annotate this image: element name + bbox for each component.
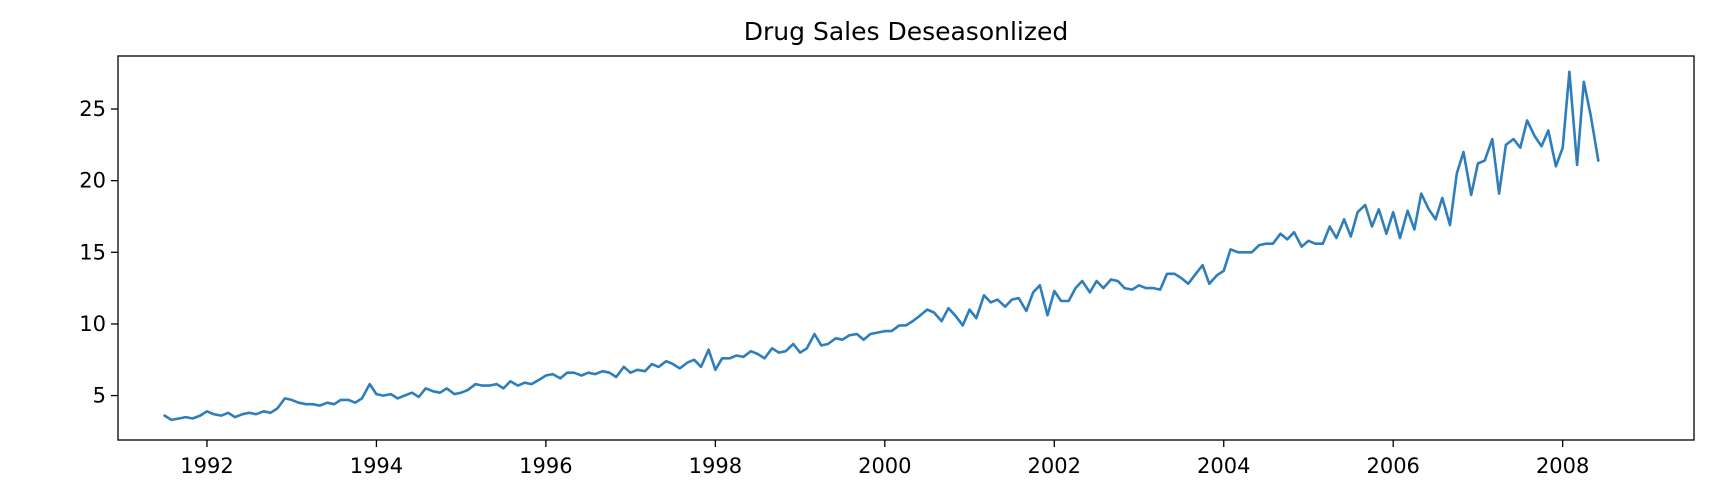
x-tick-label: 1996 (519, 454, 572, 478)
y-tick-label: 25 (79, 97, 106, 121)
plot-frame (117, 55, 1695, 441)
y-axis: 5 10 15 20 25 (79, 97, 118, 408)
x-tick-label: 1992 (180, 454, 233, 478)
x-tick-label: 1994 (350, 454, 403, 478)
y-tick-label: 15 (79, 240, 106, 264)
x-tick-label: 2008 (1536, 454, 1589, 478)
x-tick-label: 1998 (689, 454, 742, 478)
series-line (163, 70, 1600, 422)
x-tick-label: 2000 (858, 454, 911, 478)
x-tick-label: 2002 (1028, 454, 1081, 478)
x-tick-label: 2006 (1366, 454, 1419, 478)
y-tick-label: 20 (79, 169, 106, 193)
y-tick-label: 5 (93, 384, 106, 408)
chart-title: Drug Sales Deseasonlized (744, 17, 1068, 46)
y-tick-label: 10 (79, 312, 106, 336)
x-tick-label: 2004 (1197, 454, 1250, 478)
x-axis: 1992 1994 1996 1998 2000 2002 2004 2006 2008 (180, 440, 1589, 478)
